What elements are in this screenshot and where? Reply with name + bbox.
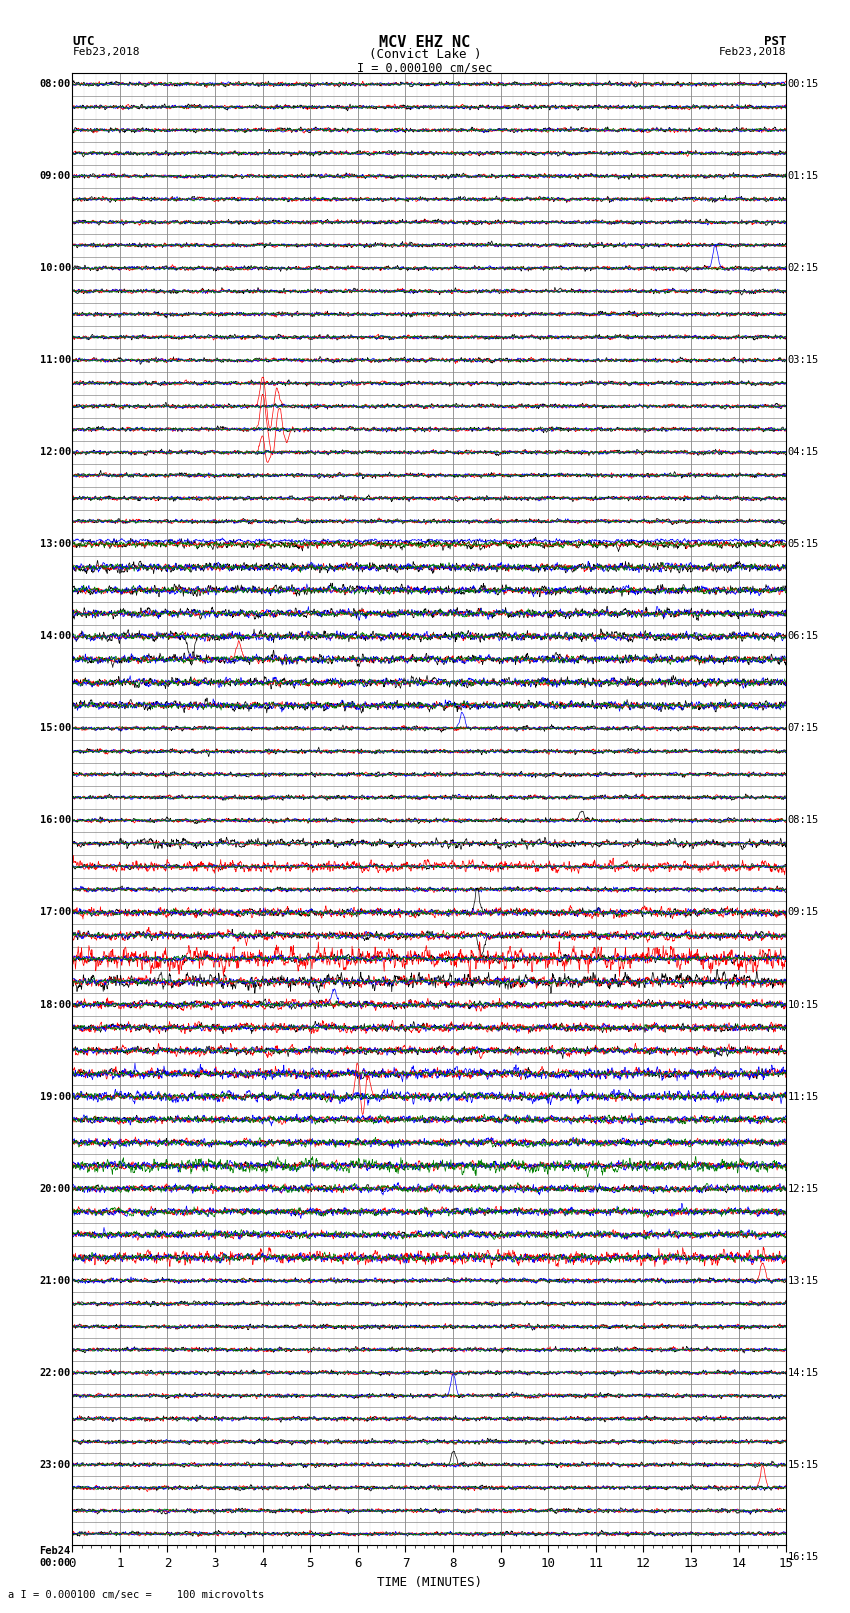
- Text: 14:15: 14:15: [788, 1368, 819, 1378]
- Text: MCV EHZ NC: MCV EHZ NC: [379, 35, 471, 50]
- Text: (Convict Lake ): (Convict Lake ): [369, 48, 481, 61]
- Text: 09:00: 09:00: [40, 171, 71, 181]
- Text: 05:15: 05:15: [788, 539, 819, 550]
- Text: 00:15: 00:15: [788, 79, 819, 89]
- Text: 10:15: 10:15: [788, 1000, 819, 1010]
- Text: 13:00: 13:00: [40, 539, 71, 550]
- Text: Feb23,2018: Feb23,2018: [72, 47, 139, 56]
- Text: 20:00: 20:00: [40, 1184, 71, 1194]
- Text: 03:15: 03:15: [788, 355, 819, 365]
- Text: 15:15: 15:15: [788, 1460, 819, 1469]
- Text: 08:15: 08:15: [788, 816, 819, 826]
- Text: 16:00: 16:00: [40, 816, 71, 826]
- Text: 11:15: 11:15: [788, 1092, 819, 1102]
- Text: 19:00: 19:00: [40, 1092, 71, 1102]
- Text: 12:00: 12:00: [40, 447, 71, 456]
- Text: 04:15: 04:15: [788, 447, 819, 456]
- Text: 17:00: 17:00: [40, 908, 71, 918]
- Text: I = 0.000100 cm/sec: I = 0.000100 cm/sec: [357, 61, 493, 74]
- Text: 15:00: 15:00: [40, 723, 71, 734]
- Text: 06:15: 06:15: [788, 631, 819, 642]
- Text: 07:15: 07:15: [788, 723, 819, 734]
- X-axis label: TIME (MINUTES): TIME (MINUTES): [377, 1576, 482, 1589]
- Text: UTC: UTC: [72, 35, 94, 48]
- Text: 18:00: 18:00: [40, 1000, 71, 1010]
- Text: a I = 0.000100 cm/sec =    100 microvolts: a I = 0.000100 cm/sec = 100 microvolts: [8, 1590, 264, 1600]
- Text: 01:15: 01:15: [788, 171, 819, 181]
- Text: 10:00: 10:00: [40, 263, 71, 273]
- Text: 22:00: 22:00: [40, 1368, 71, 1378]
- Text: 23:00: 23:00: [40, 1460, 71, 1469]
- Text: 16:15: 16:15: [788, 1552, 819, 1561]
- Text: 02:15: 02:15: [788, 263, 819, 273]
- Text: 11:00: 11:00: [40, 355, 71, 365]
- Text: 21:00: 21:00: [40, 1276, 71, 1286]
- Text: 08:00: 08:00: [40, 79, 71, 89]
- Text: 14:00: 14:00: [40, 631, 71, 642]
- Text: PST: PST: [764, 35, 786, 48]
- Text: Feb23,2018: Feb23,2018: [719, 47, 786, 56]
- Text: Feb24
00:00: Feb24 00:00: [40, 1545, 71, 1568]
- Text: 09:15: 09:15: [788, 908, 819, 918]
- Text: 12:15: 12:15: [788, 1184, 819, 1194]
- Text: 13:15: 13:15: [788, 1276, 819, 1286]
